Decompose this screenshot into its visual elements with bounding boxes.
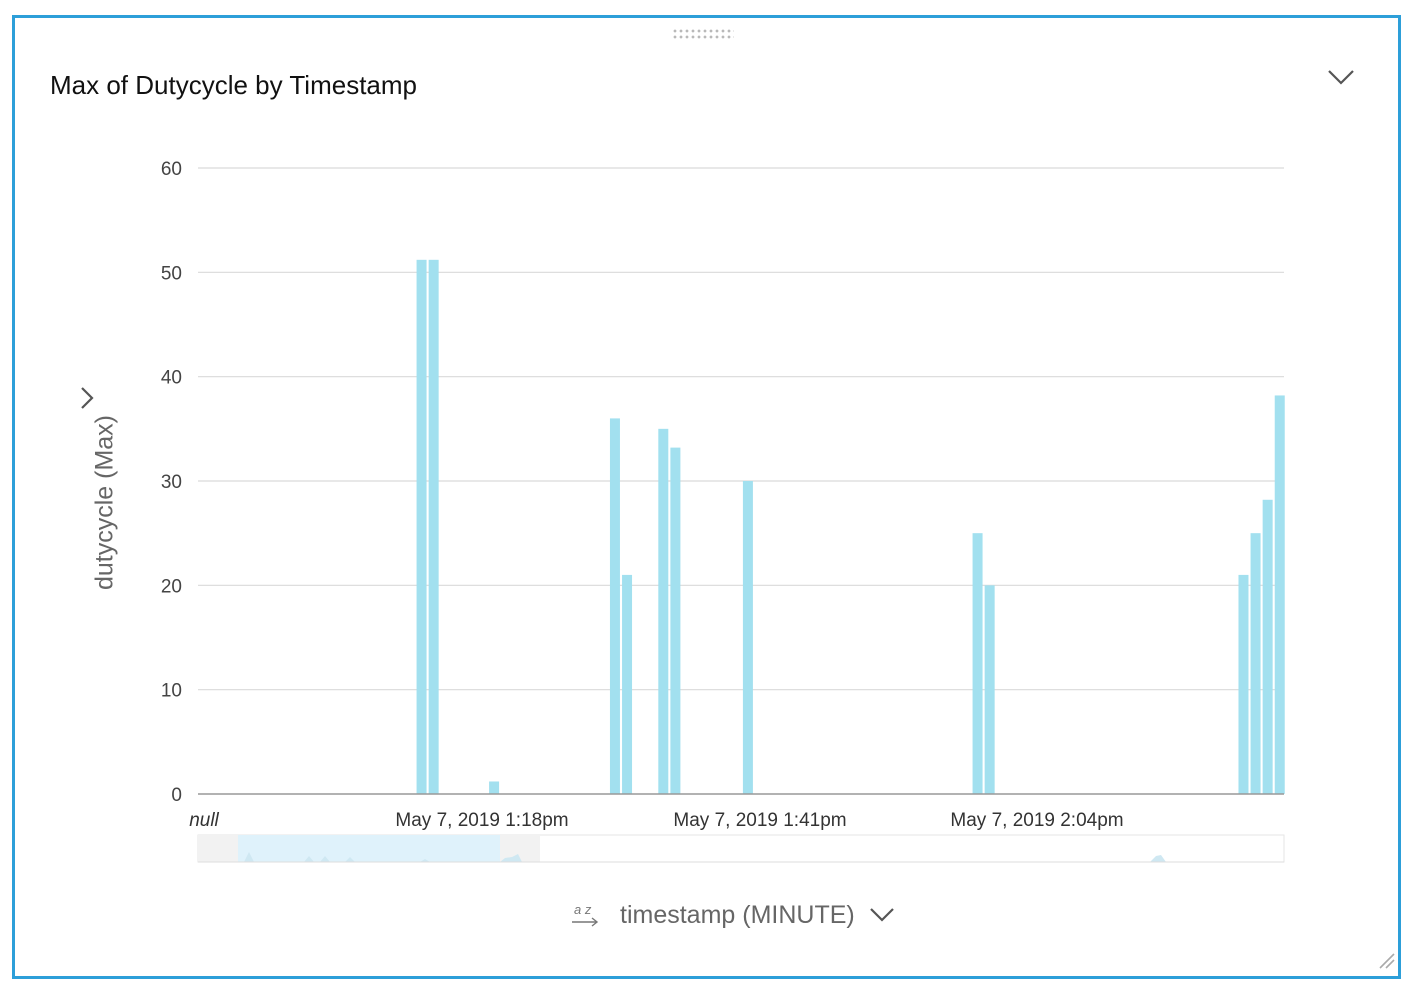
bar[interactable]: [1262, 499, 1273, 794]
y-tick-label: 10: [161, 681, 182, 702]
bar[interactable]: [658, 428, 669, 794]
bar[interactable]: [622, 574, 633, 794]
bar[interactable]: [972, 533, 983, 794]
chart-title: Max of Dutycycle by Timestamp: [50, 70, 417, 100]
drag-handle-icon[interactable]: [672, 28, 734, 40]
x-axis-label[interactable]: timestamp (MINUTE): [620, 900, 855, 929]
x-tick-label: May 7, 2019 1:41pm: [673, 810, 846, 831]
range-selector-right-shade: [500, 835, 540, 862]
chevron-down-icon[interactable]: [869, 906, 895, 924]
x-tick-labels: null May 7, 2019 1:18pm May 7, 2019 1:41pm…: [189, 810, 1123, 831]
range-selector[interactable]: [197, 834, 1285, 863]
chart-panel: [12, 15, 1401, 979]
svg-text:a z: a z: [574, 902, 592, 917]
bar[interactable]: [984, 585, 995, 794]
x-axis-control[interactable]: a z timestamp (MINUTE): [570, 898, 895, 932]
bars: [416, 259, 1285, 794]
x-tick-label: May 7, 2019 2:04pm: [950, 810, 1123, 831]
bar[interactable]: [1250, 533, 1261, 794]
resize-handle-icon[interactable]: [1376, 950, 1396, 970]
y-tick-label: 40: [161, 368, 182, 389]
y-tick-label: 60: [161, 159, 182, 180]
x-tick-label: May 7, 2019 1:18pm: [395, 810, 568, 831]
bar[interactable]: [489, 781, 500, 794]
bar[interactable]: [1238, 574, 1249, 794]
bar[interactable]: [742, 481, 753, 794]
chevron-right-icon[interactable]: [78, 385, 96, 411]
y-tick-label: 30: [161, 472, 182, 493]
chevron-down-icon[interactable]: [1326, 66, 1356, 88]
x-tick-label-null: null: [189, 810, 219, 831]
range-selector-window[interactable]: [238, 835, 500, 862]
grid-lines: [198, 167, 1284, 691]
bar[interactable]: [1274, 395, 1285, 794]
y-tick-label: 0: [171, 785, 182, 806]
y-tick-label: 20: [161, 576, 182, 597]
bar[interactable]: [428, 259, 439, 794]
bar[interactable]: [416, 259, 427, 794]
range-selector-left-shade: [198, 835, 238, 862]
bar[interactable]: [609, 418, 620, 794]
y-tick-labels: 0 10 20 30 40 50 60: [161, 159, 182, 806]
sort-az-icon[interactable]: a z: [570, 900, 602, 930]
y-tick-label: 50: [161, 263, 182, 284]
bar[interactable]: [670, 447, 681, 794]
